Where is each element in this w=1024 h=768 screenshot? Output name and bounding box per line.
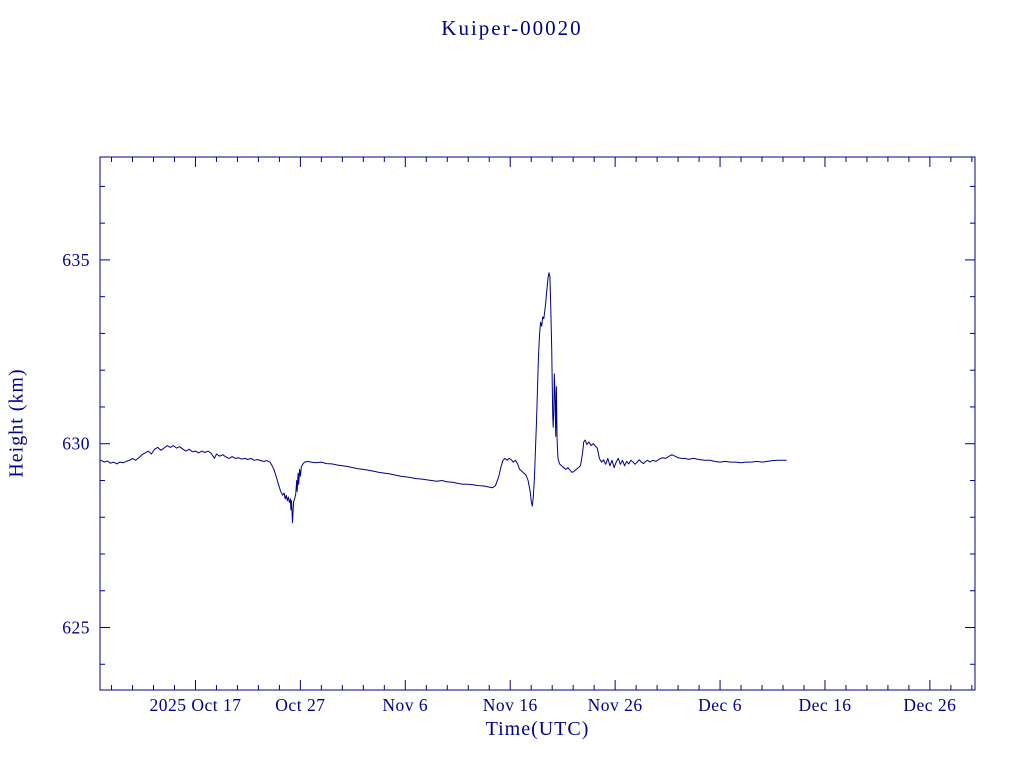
x-tick-label: Nov 16 <box>483 695 538 715</box>
x-tick-label: Dec 26 <box>903 695 956 715</box>
y-tick-label: 625 <box>62 618 90 638</box>
y-tick-label: 635 <box>62 250 90 270</box>
x-tick-label: Oct 27 <box>275 695 325 715</box>
x-tick-label: Nov 26 <box>588 695 643 715</box>
x-tick-label: Nov 6 <box>382 695 428 715</box>
chart-title: Kuiper-00020 <box>441 16 583 40</box>
x-tick-label: Dec 6 <box>698 695 742 715</box>
x-axis-title: Time(UTC) <box>485 718 590 740</box>
y-axis-title-text: Height (km) <box>5 368 28 478</box>
y-tick-label: 630 <box>62 434 90 454</box>
x-tick-label: Dec 16 <box>798 695 851 715</box>
plot-frame <box>99 156 976 691</box>
height-series-line <box>100 272 787 524</box>
x-tick-label: 2025 Oct 17 <box>149 695 241 715</box>
